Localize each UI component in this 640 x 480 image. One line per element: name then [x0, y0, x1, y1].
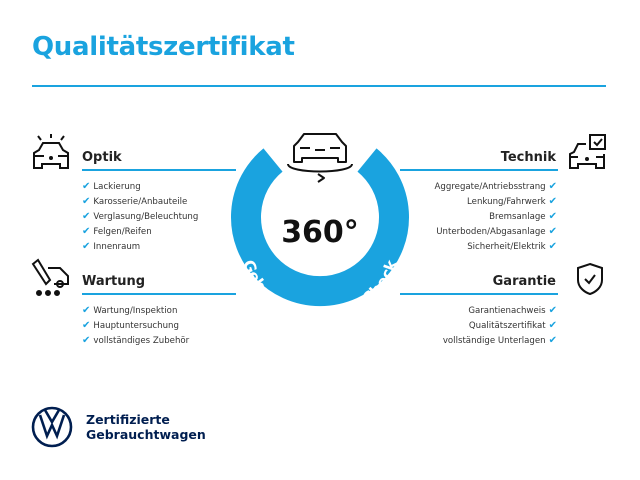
- badge-ring: [231, 148, 409, 307]
- check-icon: ✔: [82, 211, 91, 222]
- check-icon: ✔: [82, 305, 91, 316]
- check-icon: ✔: [548, 211, 557, 222]
- badge-number: 360°: [281, 215, 359, 250]
- check-icon: ✔: [548, 305, 557, 316]
- check-icon: ✔: [82, 241, 91, 252]
- check-icon: ✔: [548, 320, 557, 331]
- check-icon: ✔: [548, 196, 557, 207]
- car-checklist-icon: [569, 134, 606, 169]
- list-item: ✔ Hauptuntersuchung: [82, 320, 179, 331]
- 360-check-badge: Gebrauchtwagen-Check 360°: [231, 133, 409, 320]
- garantie-divider: [400, 293, 558, 295]
- list-item: ✔ Felgen/Reifen: [82, 226, 152, 237]
- check-icon: ✔: [548, 335, 557, 346]
- list-item: ✔ Innenraum: [82, 241, 141, 252]
- list-item: ✔ Verglasung/Beleuchtung: [82, 211, 199, 222]
- car-rotate-icon: [287, 133, 353, 183]
- wartung-list: ✔ Wartung/Inspektion ✔ Hauptuntersuchung ✔…: [82, 303, 189, 348]
- check-icon: ✔: [82, 320, 91, 331]
- optik-list: ✔ Lackierung ✔ Karosserie/Anbauteile ✔ Verg…: [82, 179, 198, 254]
- service-car-icon: [31, 258, 69, 296]
- check-icon: ✔: [548, 226, 557, 237]
- list-item: ✔ Wartung/Inspektion: [82, 305, 178, 316]
- check-icon: ✔: [82, 181, 91, 192]
- list-item: ✔ vollständiges Zubehör: [82, 335, 190, 346]
- brand-text: Zertifizierte Gebrauchtwagen: [86, 412, 206, 442]
- section-heading-optik: Optik: [82, 150, 122, 165]
- list-item: Garantienachweis ✔: [468, 305, 557, 316]
- wartung-divider: [82, 293, 236, 295]
- page-title: Qualitätszertifikat: [32, 32, 295, 62]
- shield-check-icon: [577, 262, 603, 296]
- list-item: Aggregate/Antriebsstrang ✔: [434, 181, 557, 192]
- check-icon: ✔: [82, 335, 91, 346]
- optik-divider: [82, 169, 236, 171]
- technik-list: Aggregate/Antriebsstrang ✔ Lenkung/Fahrwe…: [435, 179, 557, 254]
- list-item: Bremsanlage ✔: [489, 211, 557, 222]
- list-item: Unterboden/Abgasanlage ✔: [436, 226, 557, 237]
- brand-line-2: Gebrauchtwagen: [86, 427, 206, 442]
- brand-line-1: Zertifizierte: [86, 412, 170, 427]
- check-icon: ✔: [548, 241, 557, 252]
- list-item: Lenkung/Fahrwerk ✔: [467, 196, 557, 207]
- check-icon: ✔: [548, 181, 557, 192]
- technik-divider: [400, 169, 558, 171]
- section-heading-technik: Technik: [500, 150, 556, 165]
- vw-logo: [31, 406, 73, 448]
- title-divider: [32, 85, 606, 87]
- list-item: ✔ Karosserie/Anbauteile: [82, 196, 188, 207]
- check-icon: ✔: [82, 226, 91, 237]
- section-heading-garantie: Garantie: [492, 274, 556, 289]
- section-heading-wartung: Wartung: [82, 274, 146, 289]
- check-icon: ✔: [82, 196, 91, 207]
- list-item: vollständige Unterlagen ✔: [442, 335, 557, 346]
- list-item: Sicherheit/Elektrik ✔: [467, 241, 557, 252]
- car-lights-icon: [33, 134, 69, 169]
- list-item: Qualitätszertifikat ✔: [468, 320, 557, 331]
- list-item: ✔ Lackierung: [82, 181, 141, 192]
- garantie-list: Garantienachweis ✔ Qualitätszertifikat ✔ v…: [443, 303, 557, 348]
